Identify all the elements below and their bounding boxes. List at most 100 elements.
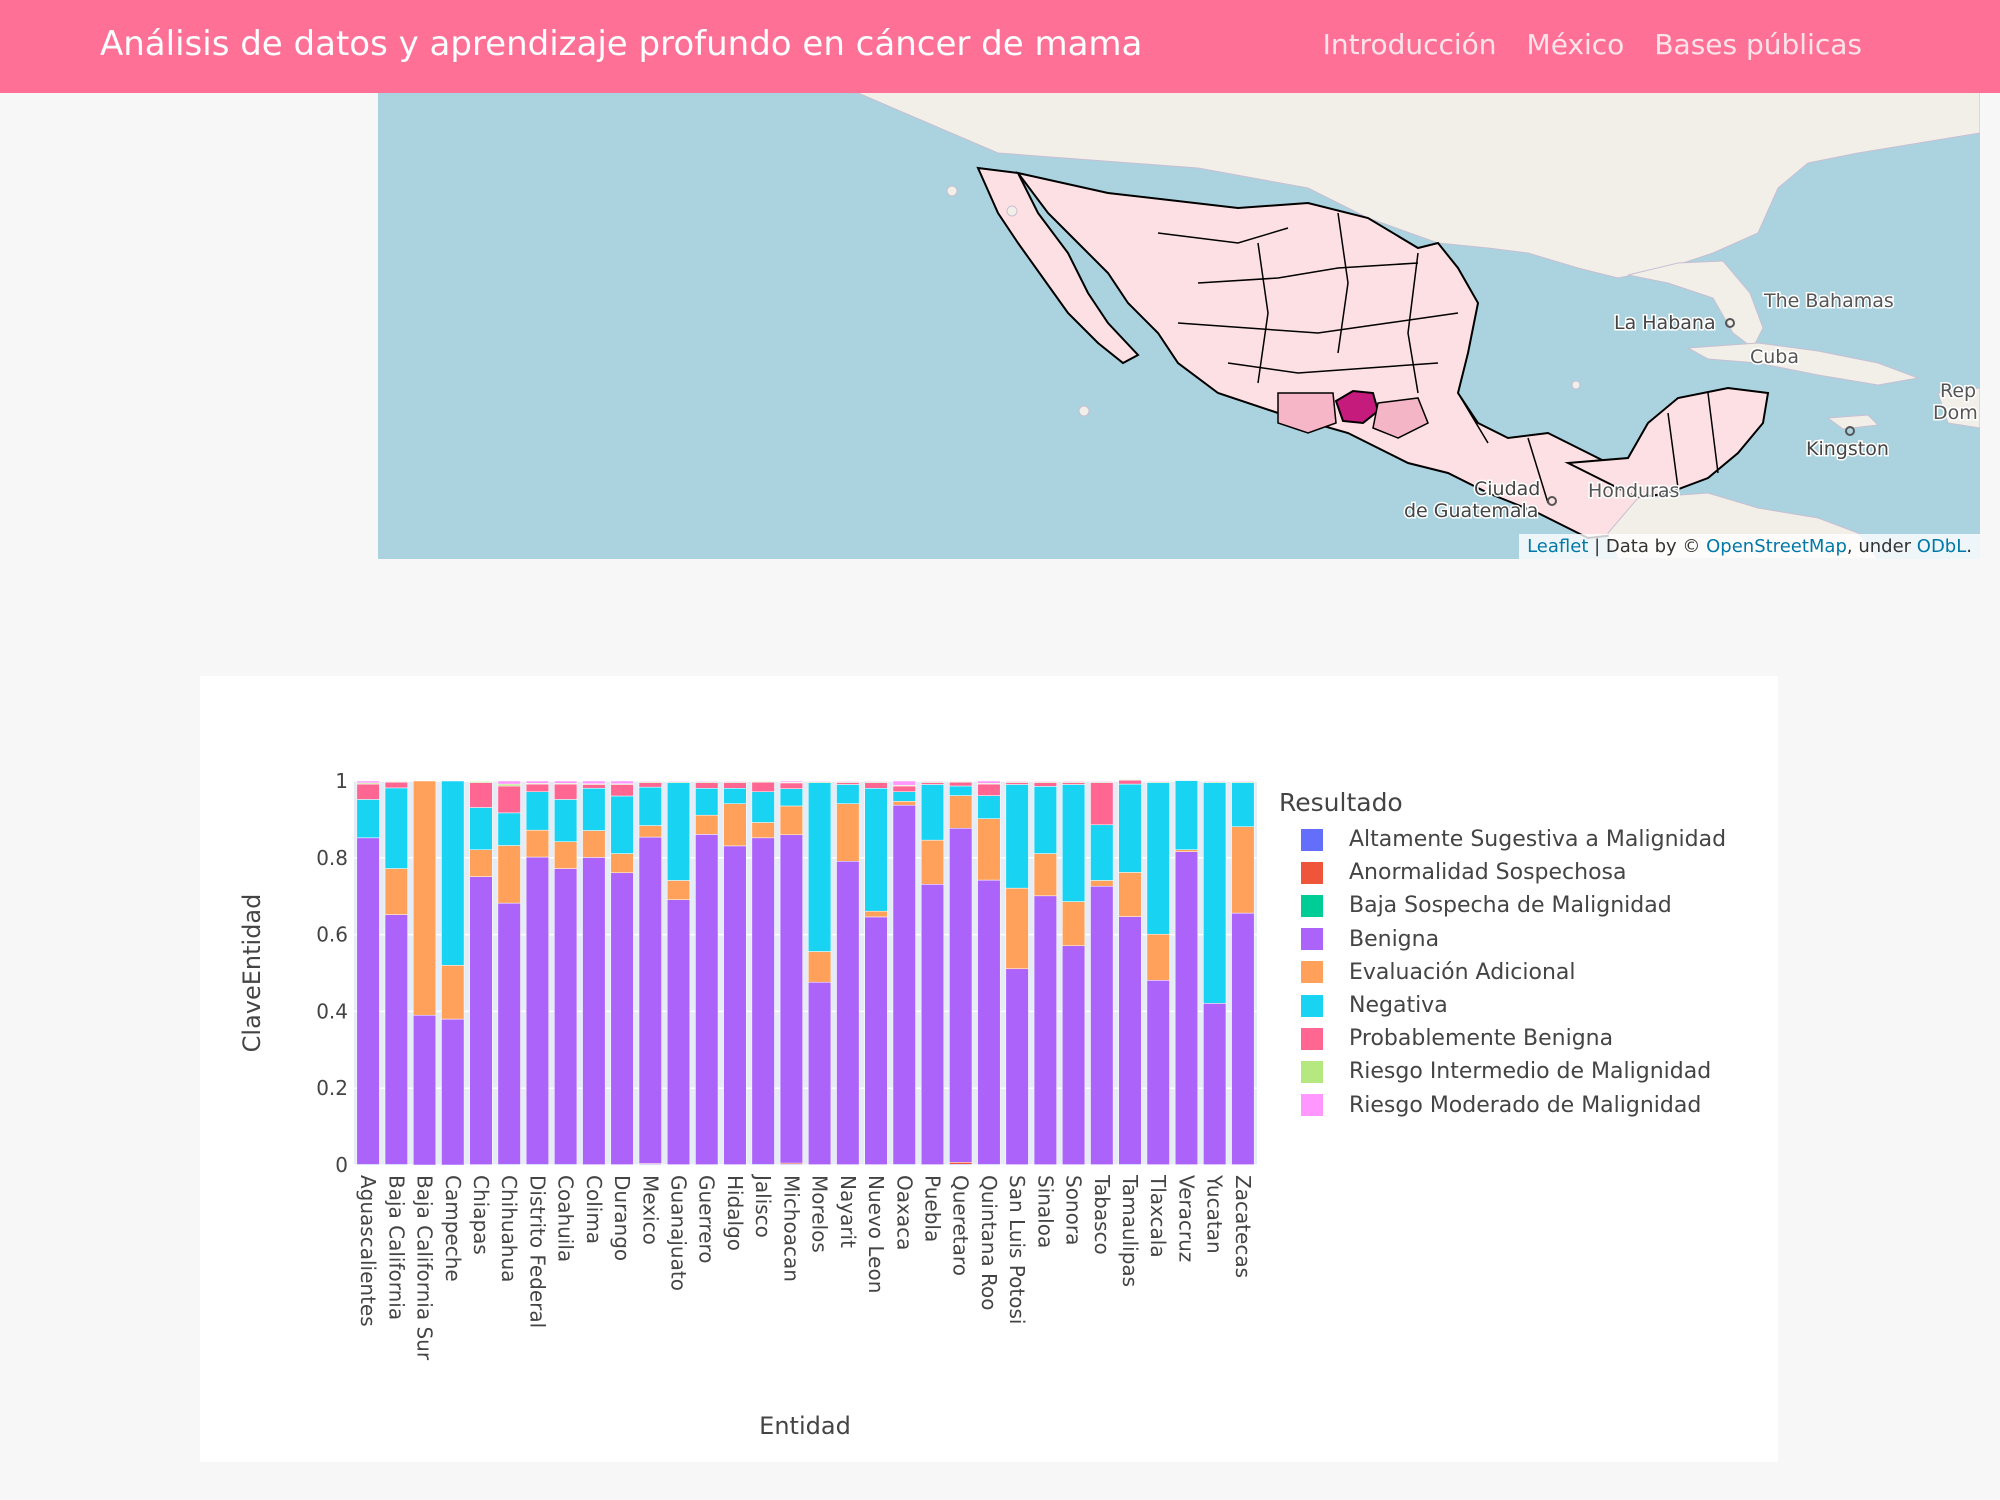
bar-segment[interactable] [1146, 780, 1170, 783]
bar-segment[interactable] [384, 914, 408, 1165]
nav-link-introduccion[interactable]: Introducción [1322, 28, 1497, 61]
bar-segment[interactable] [413, 780, 437, 1016]
bar-segment[interactable] [1174, 849, 1198, 852]
bar-segment[interactable] [695, 780, 719, 783]
bar-segment[interactable] [1033, 853, 1057, 897]
attribution-odbl-link[interactable]: ODbL [1916, 536, 1967, 557]
bar-segment[interactable] [695, 834, 719, 1165]
legend-item[interactable]: Benigna [1301, 923, 1726, 956]
bar-segment[interactable] [582, 784, 606, 789]
bar-segment[interactable] [1090, 782, 1114, 826]
bar-segment[interactable] [469, 876, 493, 1165]
bar-segment[interactable] [497, 780, 521, 785]
bar-segment[interactable] [920, 884, 945, 1165]
bar-segment[interactable] [920, 839, 945, 885]
bar-segment[interactable] [497, 902, 521, 1165]
bar-segment[interactable] [610, 795, 634, 854]
bar-segment[interactable] [1146, 933, 1170, 981]
bar-segment[interactable] [1033, 786, 1057, 854]
bar-segment[interactable] [695, 814, 719, 835]
bar-segment[interactable] [582, 788, 606, 831]
navbar-brand[interactable]: Análisis de datos y aprendizaje profundo… [100, 24, 1143, 64]
attribution-leaflet-link[interactable]: Leaflet [1527, 536, 1589, 557]
bar-segment[interactable] [469, 807, 493, 850]
bar-segment[interactable] [920, 782, 945, 785]
bar-segment[interactable] [949, 785, 973, 796]
bar-segment[interactable] [1090, 824, 1114, 881]
bar-segment[interactable] [695, 782, 719, 789]
bar-segment[interactable] [779, 782, 803, 789]
bar-segment[interactable] [638, 836, 662, 1164]
bar-segment[interactable] [892, 785, 916, 793]
bar-segment[interactable] [949, 781, 973, 787]
bar-segment[interactable] [638, 825, 662, 838]
bar-segment[interactable] [1033, 780, 1057, 783]
bar-segment[interactable] [723, 788, 747, 804]
bar-segment[interactable] [808, 782, 832, 952]
bar-segment[interactable] [949, 1162, 973, 1165]
bar-segment[interactable] [779, 834, 803, 1164]
bar-segment[interactable] [525, 783, 549, 793]
bar-segment[interactable] [525, 780, 549, 784]
bar-segment[interactable] [1005, 780, 1029, 783]
bar-segment[interactable] [554, 783, 578, 800]
bar-segment[interactable] [836, 861, 860, 1165]
bar-segment[interactable] [977, 795, 1001, 819]
bar-segment[interactable] [356, 780, 380, 784]
bar-segment[interactable] [356, 799, 380, 839]
bar-segment[interactable] [892, 804, 916, 1165]
bar-segment[interactable] [977, 818, 1001, 881]
bar-segment[interactable] [638, 786, 662, 826]
bar-segment[interactable] [977, 783, 1001, 796]
bar-segment[interactable] [638, 780, 662, 783]
legend-item[interactable]: Baja Sospecha de Malignidad [1301, 889, 1726, 922]
bar-segment[interactable] [836, 782, 860, 785]
bar-segment[interactable] [1005, 887, 1029, 970]
bar-segment[interactable] [977, 879, 1001, 1165]
bar-segment[interactable] [1118, 916, 1142, 1165]
bar-segment[interactable] [751, 791, 775, 823]
bar-segment[interactable] [497, 783, 521, 787]
bar-segment[interactable] [525, 829, 549, 858]
bar-segment[interactable] [1005, 968, 1029, 1165]
bar-segment[interactable] [384, 781, 408, 789]
attribution-osm-link[interactable]: OpenStreetMap [1706, 536, 1847, 557]
bar-segment[interactable] [554, 780, 578, 784]
bar-segment[interactable] [666, 880, 691, 900]
map-state-medium-2[interactable] [1372, 397, 1429, 439]
bar-segment[interactable] [723, 845, 747, 1165]
bar-segment[interactable] [1118, 783, 1142, 873]
bar-segment[interactable] [582, 830, 606, 858]
bar-segment[interactable] [1146, 782, 1170, 935]
bar-segment[interactable] [836, 780, 860, 783]
bar-segment[interactable] [525, 856, 549, 1165]
bar-segment[interactable] [525, 791, 549, 831]
bar-segment[interactable] [666, 899, 691, 1165]
bar-segment[interactable] [1118, 872, 1142, 917]
bar-segment[interactable] [610, 872, 634, 1165]
legend-item[interactable]: Riesgo Intermedio de Malignidad [1301, 1055, 1726, 1088]
bar-segment[interactable] [554, 868, 578, 1165]
bar-segment[interactable] [610, 784, 634, 797]
bar-segment[interactable] [1062, 780, 1086, 783]
bar-segment[interactable] [892, 801, 916, 806]
bar-segment[interactable] [1005, 784, 1029, 889]
bar-segment[interactable] [864, 780, 888, 783]
legend-item[interactable]: Riesgo Moderado de Malignidad [1301, 1089, 1726, 1122]
bar-segment[interactable] [497, 812, 521, 846]
bar-segment[interactable] [836, 803, 860, 862]
bar-segment[interactable] [469, 782, 493, 808]
legend-item[interactable]: Evaluación Adicional [1301, 956, 1726, 989]
bar-segment[interactable] [1146, 980, 1170, 1165]
bar-segment[interactable] [1090, 880, 1114, 887]
bar-segment[interactable] [949, 795, 973, 829]
bar-segment[interactable] [892, 791, 916, 802]
bar-segment[interactable] [892, 780, 916, 786]
bar-segment[interactable] [1033, 895, 1057, 1165]
bar-segment[interactable] [356, 783, 380, 800]
bar-segment[interactable] [554, 841, 578, 869]
legend-item[interactable]: Probablemente Benigna [1301, 1022, 1726, 1055]
bar-segment[interactable] [808, 981, 832, 1165]
bar-segment[interactable] [1005, 782, 1029, 785]
map-state-medium[interactable] [1277, 392, 1337, 434]
